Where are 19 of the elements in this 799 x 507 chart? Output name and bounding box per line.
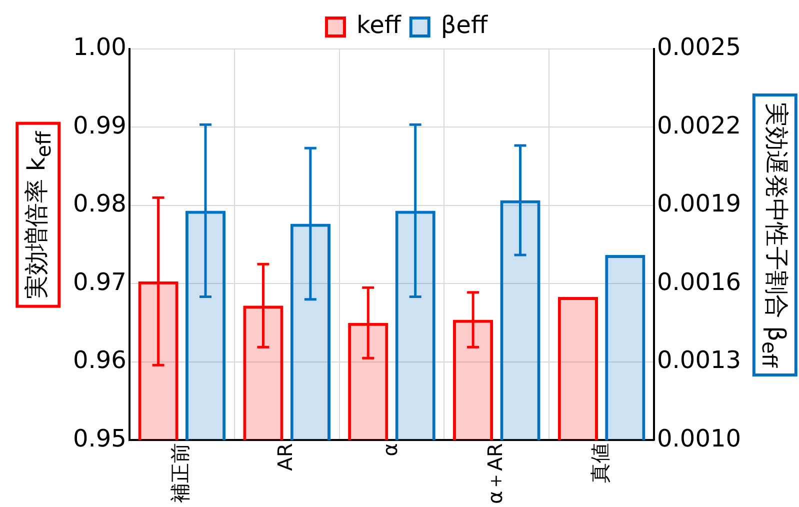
x-tick-label: α [378,443,402,456]
y2-tick-label: 0.0019 [657,190,742,218]
y2-tick-label: 0.0016 [657,268,742,296]
y-tick-label: 0.96 [73,346,126,374]
x-tick-label: 補正前 [168,443,192,504]
y2-tick-label: 0.0010 [657,424,742,452]
legend-label: keff [356,11,402,40]
y-tick-label: 0.98 [73,190,126,218]
y-tick-label: 1.00 [73,33,126,62]
y2-tick-label: 0.0022 [657,111,742,140]
x-tick-label: 真値 [588,443,612,484]
x-tick-label: AR [273,443,298,471]
y-tick-label: 0.99 [73,111,126,140]
y2-tick-label: 0.0025 [657,33,742,62]
y-tick-label: 0.95 [73,424,126,452]
legend-label: βeff [440,11,488,40]
x-tick-label: α＋AR [482,443,507,504]
y-tick-label: 0.97 [73,268,126,296]
y2-tick-label: 0.0013 [657,346,742,374]
